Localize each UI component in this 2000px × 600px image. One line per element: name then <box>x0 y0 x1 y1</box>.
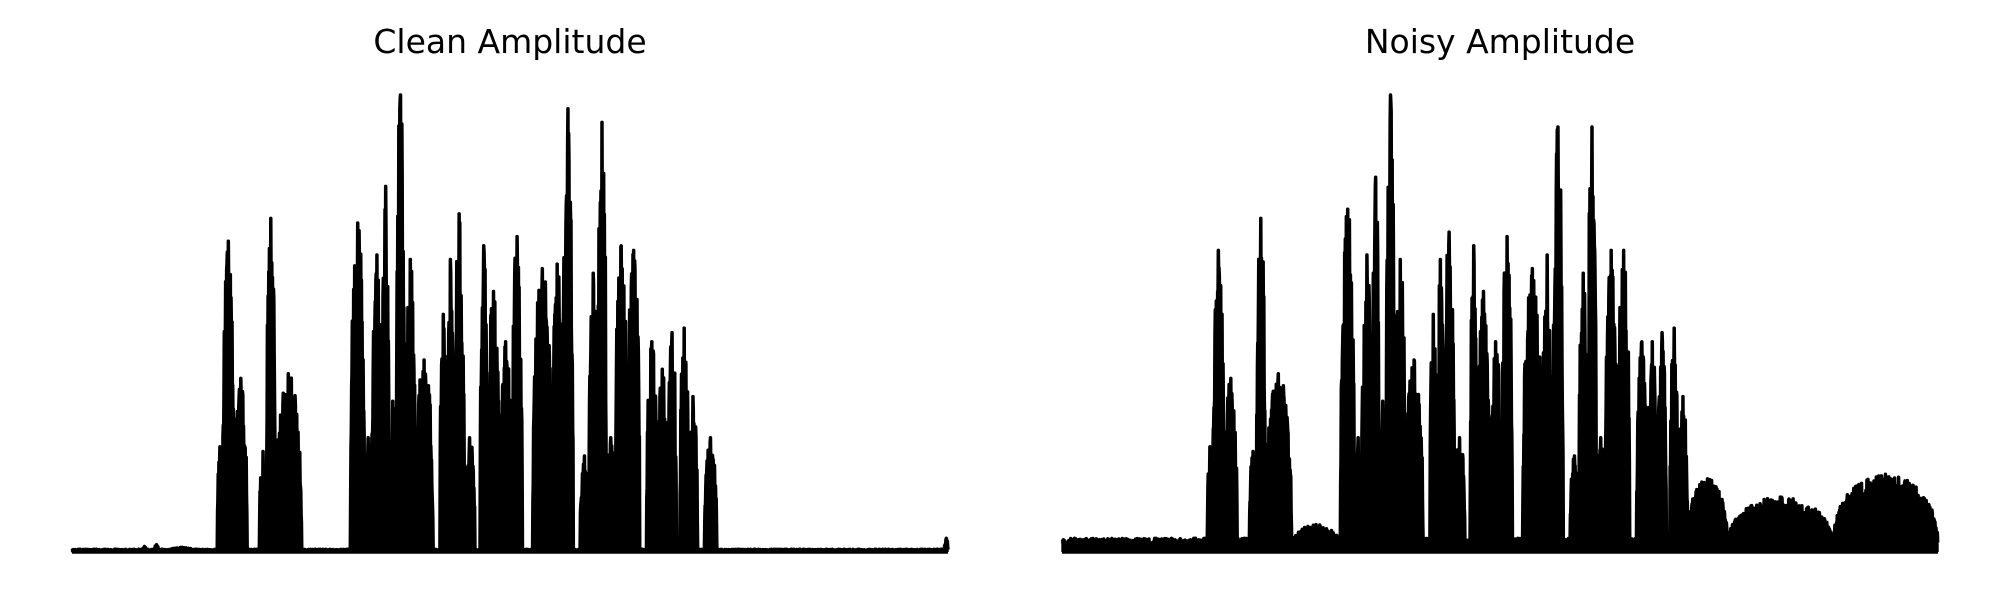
amplitude-line-1 <box>1060 93 1940 550</box>
chart-title-clean: Clean Amplitude <box>373 22 647 61</box>
amplitude-series-0 <box>70 93 950 554</box>
amplitude-series-1 <box>1060 93 1940 554</box>
chart-title-noisy: Noisy Amplitude <box>1364 22 1636 61</box>
